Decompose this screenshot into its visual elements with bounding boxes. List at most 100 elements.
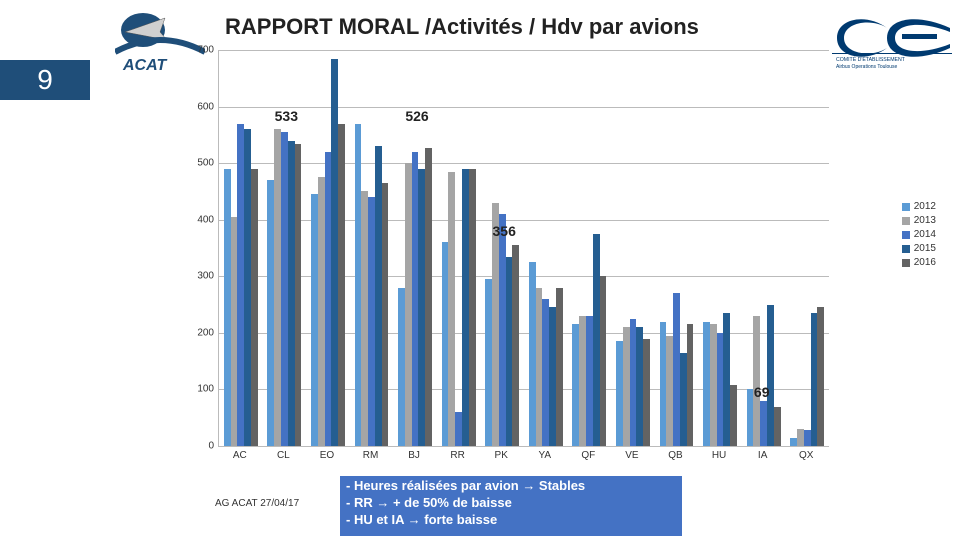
legend-item-2014: 2014 xyxy=(902,229,936,240)
footer-date: AG ACAT 27/04/17 xyxy=(215,498,299,509)
bar-CL-2014 xyxy=(281,132,288,446)
bar-CL-2012 xyxy=(267,180,274,446)
bar-IA-2013 xyxy=(753,316,760,446)
plot-area xyxy=(218,50,829,447)
x-tick: CL xyxy=(277,450,290,461)
bar-RM-2014 xyxy=(368,197,375,446)
x-tick: EO xyxy=(320,450,334,461)
x-tick: PK xyxy=(495,450,508,461)
bar-VE-2015 xyxy=(636,327,643,446)
bar-QB-2013 xyxy=(666,336,673,446)
x-tick: RR xyxy=(450,450,464,461)
bar-CL-2015 xyxy=(288,141,295,446)
bar-VE-2016 xyxy=(643,339,650,446)
legend-label: 2016 xyxy=(914,257,936,268)
gridline xyxy=(219,107,829,108)
bar-HU-2012 xyxy=(703,322,710,446)
bar-RM-2012 xyxy=(355,124,362,446)
legend-label: 2013 xyxy=(914,215,936,226)
bar-IA-2015 xyxy=(767,305,774,446)
bar-VE-2012 xyxy=(616,341,623,446)
bar-IA-2016 xyxy=(774,407,781,446)
bar-PK-2013 xyxy=(492,203,499,446)
x-tick: HU xyxy=(712,450,726,461)
x-tick: QX xyxy=(799,450,813,461)
bar-PK-2014 xyxy=(499,214,506,446)
chart-legend: 20122013201420152016 xyxy=(902,198,936,271)
legend-item-2016: 2016 xyxy=(902,257,936,268)
bar-QF-2012 xyxy=(572,324,579,446)
y-tick: 500 xyxy=(197,158,214,169)
x-tick: QF xyxy=(581,450,595,461)
bar-CL-2016 xyxy=(295,144,302,446)
bar-QB-2015 xyxy=(680,353,687,446)
bar-RR-2012 xyxy=(442,242,449,446)
y-tick: 300 xyxy=(197,271,214,282)
x-tick: BJ xyxy=(408,450,420,461)
legend-swatch xyxy=(902,245,910,253)
bar-AC-2016 xyxy=(251,169,258,446)
svg-text:ACAT: ACAT xyxy=(122,57,167,74)
bar-HU-2016 xyxy=(730,385,737,446)
bar-BJ-2012 xyxy=(398,288,405,446)
bar-RR-2015 xyxy=(462,169,469,446)
x-tick: VE xyxy=(625,450,638,461)
bar-BJ-2013 xyxy=(405,163,412,446)
bar-VE-2013 xyxy=(623,327,630,446)
legend-swatch xyxy=(902,259,910,267)
page-title: RAPPORT MORAL /Activités / Hdv par avion… xyxy=(225,14,699,40)
x-tick: IA xyxy=(758,450,767,461)
bar-EO-2016 xyxy=(338,124,345,446)
bar-VE-2014 xyxy=(630,319,637,446)
bar-AC-2015 xyxy=(244,129,251,446)
legend-swatch xyxy=(902,231,910,239)
bar-PK-2012 xyxy=(485,279,492,446)
x-tick: AC xyxy=(233,450,247,461)
bar-QF-2015 xyxy=(593,234,600,446)
bar-QF-2016 xyxy=(600,276,607,446)
bar-HU-2014 xyxy=(717,333,724,446)
y-tick: 700 xyxy=(197,45,214,56)
y-tick: 600 xyxy=(197,101,214,112)
bar-YA-2014 xyxy=(542,299,549,446)
bar-RR-2014 xyxy=(455,412,462,446)
x-tick: RM xyxy=(363,450,379,461)
acat-logo: ACAT xyxy=(115,8,205,78)
x-tick: YA xyxy=(538,450,551,461)
bar-QX-2014 xyxy=(804,430,811,446)
gridline xyxy=(219,163,829,164)
legend-item-2013: 2013 xyxy=(902,215,936,226)
gridline xyxy=(219,50,829,51)
bar-BJ-2014 xyxy=(412,152,419,446)
bar-IA-2012 xyxy=(747,389,754,446)
annotation: 356 xyxy=(493,223,516,239)
bar-QX-2012 xyxy=(790,438,797,446)
bar-RR-2013 xyxy=(448,172,455,446)
bar-QX-2013 xyxy=(797,429,804,446)
bar-YA-2012 xyxy=(529,262,536,446)
bar-YA-2016 xyxy=(556,288,563,446)
bar-QB-2014 xyxy=(673,293,680,446)
bar-YA-2015 xyxy=(549,307,556,446)
x-tick: QB xyxy=(668,450,682,461)
bar-CL-2013 xyxy=(274,129,281,446)
bar-QX-2016 xyxy=(817,307,824,446)
bar-RR-2016 xyxy=(469,169,476,446)
annotation: 69 xyxy=(754,384,770,400)
legend-swatch xyxy=(902,203,910,211)
bar-HU-2013 xyxy=(710,324,717,446)
bar-PK-2016 xyxy=(512,245,519,446)
bar-HU-2015 xyxy=(723,313,730,446)
bar-YA-2013 xyxy=(536,288,543,446)
bar-RM-2016 xyxy=(382,183,389,446)
bar-PK-2015 xyxy=(506,257,513,447)
bar-EO-2013 xyxy=(318,177,325,446)
bar-EO-2014 xyxy=(325,152,332,446)
bar-QF-2013 xyxy=(579,316,586,446)
y-tick: 0 xyxy=(208,441,214,452)
bar-QB-2016 xyxy=(687,324,694,446)
legend-item-2012: 2012 xyxy=(902,201,936,212)
bar-RM-2013 xyxy=(361,191,368,446)
hdv-chart: 20122013201420152016 0100200300400500600… xyxy=(200,50,890,462)
bar-AC-2013 xyxy=(231,217,238,446)
